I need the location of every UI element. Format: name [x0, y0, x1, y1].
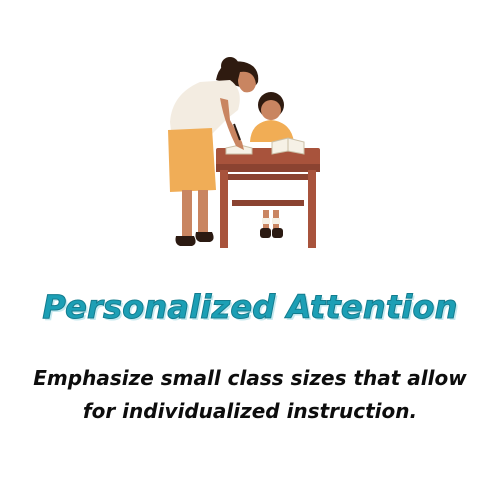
teacher-helping-student-icon — [168, 57, 320, 248]
description-line-1: Emphasize small class sizes that allow — [33, 366, 467, 390]
student-figure — [250, 92, 294, 238]
books — [225, 137, 305, 155]
description: Emphasize small class sizes that allow f… — [0, 362, 500, 428]
description-line-2: for individualized instruction. — [82, 399, 418, 423]
page-title: Personalized Attention — [42, 288, 458, 327]
teacher-figure — [168, 57, 259, 246]
